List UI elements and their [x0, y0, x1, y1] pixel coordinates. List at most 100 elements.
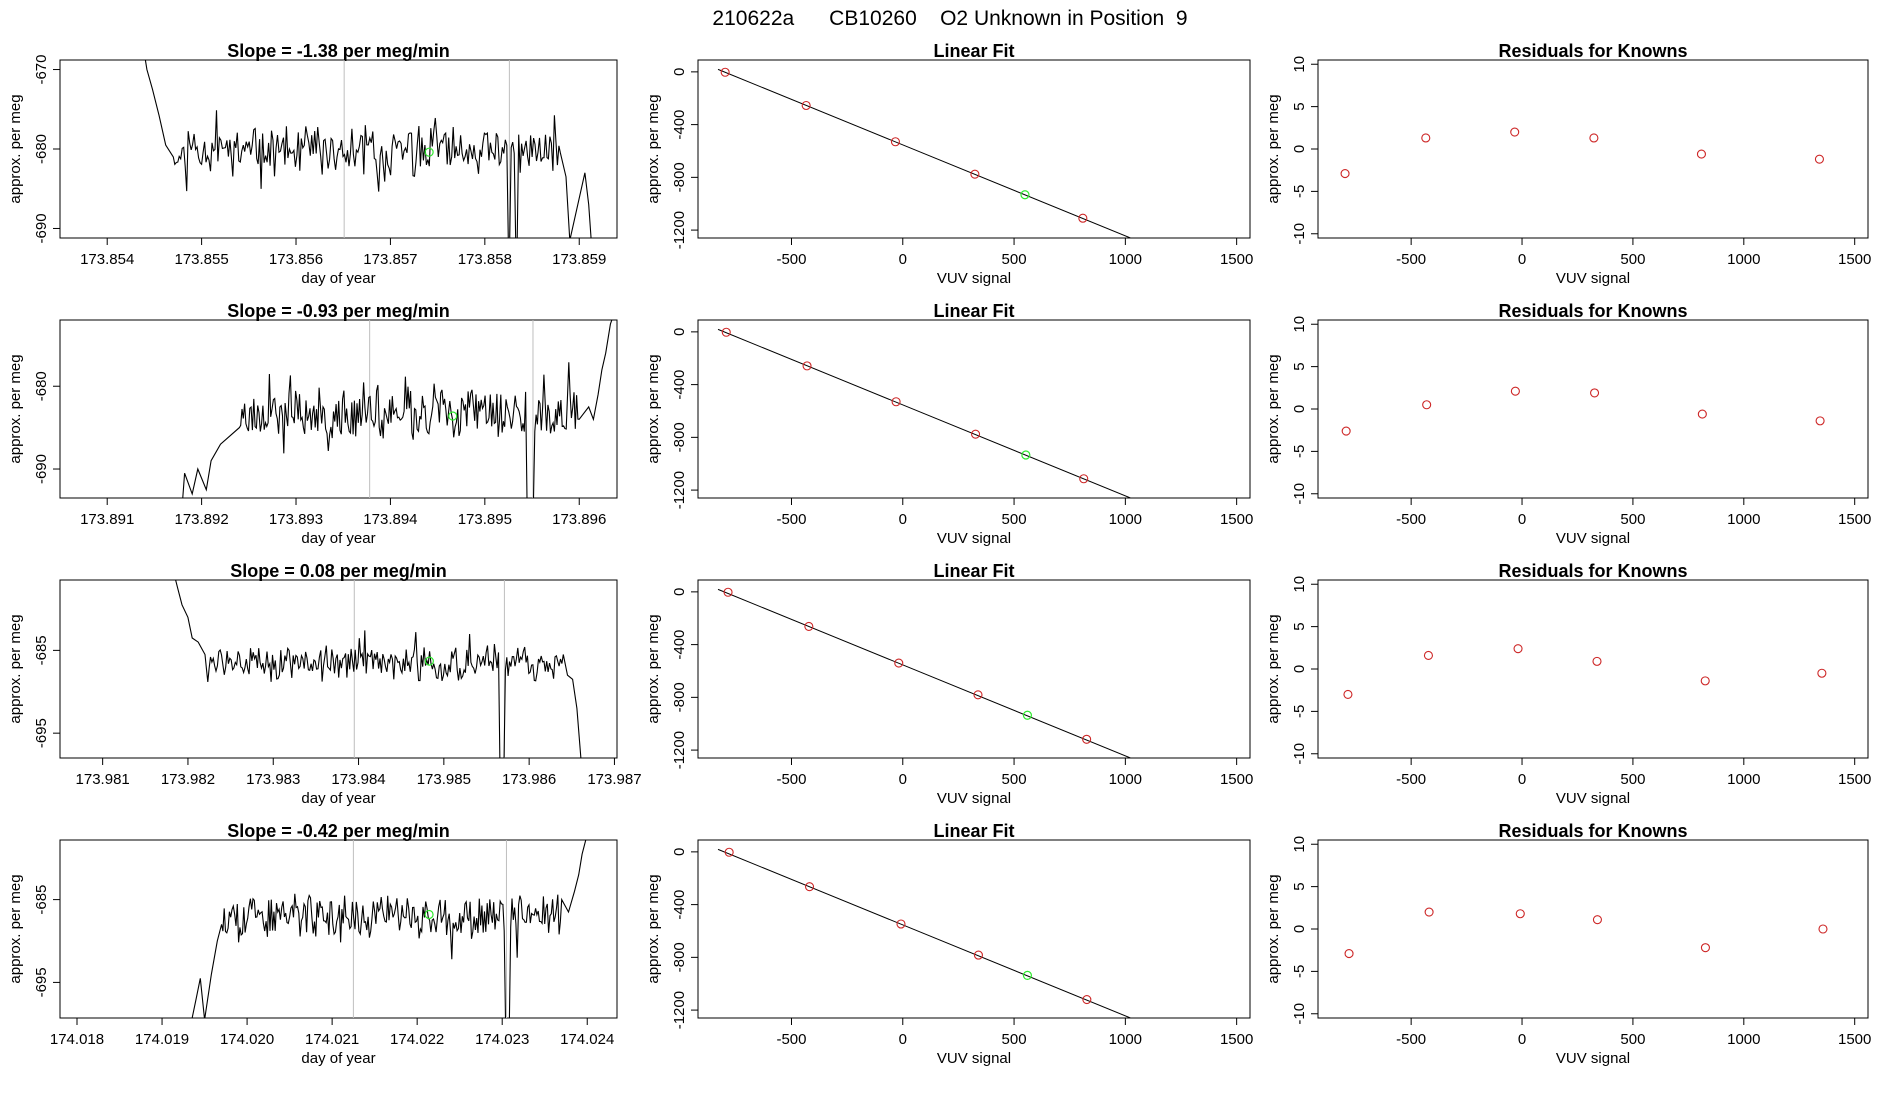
residual-point	[1817, 668, 1827, 678]
linear-fit-panel: Linear Fit -500 0 500 1000 1500 VUV signal 0 -40…	[645, 821, 1253, 1067]
plot-area	[1344, 907, 1828, 959]
known-point	[1200, 783, 1208, 791]
y-axis: -685 -695	[33, 885, 60, 997]
y-tick-label: -1200	[671, 471, 688, 509]
chart-title: Slope = -1.38 per meg/min	[227, 41, 450, 61]
plot-area	[1343, 644, 1827, 699]
unknown-point	[1021, 450, 1031, 460]
x-tick-label: 173.894	[363, 511, 417, 528]
known-point	[1082, 994, 1092, 1005]
plot-frame	[1317, 579, 1869, 759]
x-tick-label: -500	[1396, 511, 1426, 528]
residual-point	[1341, 426, 1351, 436]
known-point	[1198, 523, 1206, 531]
known-point	[970, 169, 980, 179]
known-point	[804, 621, 814, 631]
y-axis: 10 5 0 -5 -10	[1291, 56, 1318, 245]
known-point	[724, 847, 734, 857]
x-tick-label: -500	[776, 1031, 806, 1048]
y-axis-label: approx. per meg	[1265, 614, 1282, 723]
x-tick-label: 1000	[1727, 251, 1760, 268]
plot-frame	[697, 59, 1251, 239]
x-axis-label: VUV signal	[1556, 1050, 1630, 1067]
y-axis: 10 5 0 -5 -10	[1291, 576, 1318, 765]
x-axis: -500 0 500 1000 1500	[1396, 1018, 1871, 1048]
x-tick-label: 173.892	[174, 511, 228, 528]
y-tick-label: -10	[1291, 483, 1308, 505]
chart-title: Linear Fit	[933, 821, 1014, 841]
x-axis-label: VUV signal	[937, 1050, 1011, 1067]
x-tick-label: 1000	[1109, 251, 1142, 268]
residual-point	[1424, 907, 1434, 917]
x-tick-label: 173.855	[174, 251, 228, 268]
x-axis: 174.018 174.019 174.020 174.021 174.022 174.0…	[50, 1018, 614, 1048]
y-axis-label: approx. per meg	[645, 354, 662, 463]
y-tick-label: -800	[671, 682, 688, 712]
x-tick-label: 173.891	[80, 511, 134, 528]
x-tick-label: 174.023	[475, 1031, 529, 1048]
x-tick-label: 0	[1518, 1031, 1526, 1048]
known-point	[720, 67, 730, 77]
plot-area	[717, 327, 1206, 531]
x-axis-label: day of year	[301, 1050, 375, 1067]
time-series-trace	[144, 60, 592, 238]
x-axis: 173.891 173.892 173.893 173.894 173.895 173.8…	[80, 498, 606, 528]
known-point	[890, 137, 900, 147]
x-tick-label: 500	[1620, 251, 1645, 268]
time-series-trace	[191, 840, 587, 1018]
residual-point	[1818, 924, 1828, 934]
x-tick-label: 173.856	[269, 251, 323, 268]
residual-point	[1700, 943, 1710, 953]
y-tick-label: 5	[1291, 102, 1308, 110]
y-axis: 0 -400 -800 -1200	[671, 588, 698, 769]
x-tick-label: 1000	[1109, 771, 1142, 788]
x-axis: 173.981 173.982 173.983 173.984 173.985 173.9…	[76, 758, 642, 788]
y-axis-label: approx. per meg	[7, 874, 24, 983]
y-axis: 0 -400 -800 -1200	[671, 328, 698, 509]
x-tick-label: 500	[1002, 771, 1027, 788]
y-tick-label: -685	[33, 635, 50, 665]
residual-point	[1592, 915, 1602, 925]
x-tick-label: 173.854	[80, 251, 134, 268]
plot-frame	[1317, 839, 1869, 1019]
fit-line	[717, 68, 1132, 238]
known-point	[723, 587, 733, 597]
y-axis-label: approx. per meg	[1265, 94, 1282, 203]
x-tick-label: 0	[899, 251, 907, 268]
known-point	[1078, 213, 1088, 223]
residual-point	[1814, 154, 1824, 164]
y-axis: -670 -680 -690	[33, 55, 60, 243]
x-tick-label: 174.018	[50, 1031, 104, 1048]
x-tick-label: 0	[899, 771, 907, 788]
unknown-point	[1022, 710, 1033, 720]
residual-point	[1592, 656, 1602, 666]
x-tick-label: 173.987	[587, 771, 641, 788]
y-tick-label: 10	[1291, 836, 1308, 853]
y-axis-label: approx. per meg	[7, 354, 24, 463]
x-tick-label: 174.022	[390, 1031, 444, 1048]
timeseries-panel: Slope = -1.38 per meg/min 173.854 173.855 1…	[7, 41, 618, 287]
residual-point	[1422, 400, 1432, 410]
x-tick-label: 500	[1620, 511, 1645, 528]
y-axis: 10 5 0 -5 -10	[1291, 836, 1318, 1025]
page-title: 210622a CB10260 O2 Unknown in Position 9	[712, 7, 1187, 30]
y-axis-label: approx. per meg	[1265, 874, 1282, 983]
x-tick-label: 1500	[1220, 1031, 1253, 1048]
fit-line	[717, 328, 1132, 498]
y-axis-label: approx. per meg	[645, 94, 662, 203]
x-tick-label: 500	[1002, 511, 1027, 528]
y-tick-label: -680	[33, 371, 50, 401]
known-point	[801, 100, 811, 111]
plot-area	[717, 847, 1209, 1052]
y-tick-label: 0	[671, 68, 688, 76]
y-tick-label: -695	[33, 718, 50, 748]
chart-title: Linear Fit	[933, 41, 1014, 61]
chart-title: Linear Fit	[933, 301, 1014, 321]
y-tick-label: -400	[671, 370, 688, 400]
known-point	[1201, 1044, 1209, 1052]
residual-point	[1510, 386, 1520, 396]
y-tick-label: -10	[1291, 743, 1308, 765]
x-axis: -500 0 500 1000 1500	[776, 238, 1253, 268]
x-tick-label: 1500	[1838, 771, 1871, 788]
chart-title: Residuals for Knowns	[1498, 561, 1687, 581]
